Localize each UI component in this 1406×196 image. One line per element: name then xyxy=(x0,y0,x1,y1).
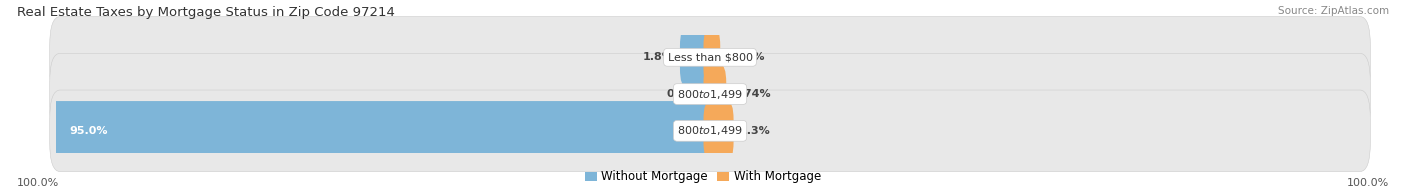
FancyBboxPatch shape xyxy=(703,101,734,161)
FancyBboxPatch shape xyxy=(49,90,1371,172)
FancyBboxPatch shape xyxy=(703,64,727,124)
Text: Source: ZipAtlas.com: Source: ZipAtlas.com xyxy=(1278,6,1389,16)
Text: 100.0%: 100.0% xyxy=(17,178,59,188)
Text: 95.0%: 95.0% xyxy=(70,126,108,136)
Text: $800 to $1,499: $800 to $1,499 xyxy=(678,88,742,101)
Text: 0.0%: 0.0% xyxy=(666,89,697,99)
FancyBboxPatch shape xyxy=(703,28,720,87)
Text: 1.3%: 1.3% xyxy=(740,126,770,136)
Text: 100.0%: 100.0% xyxy=(1347,178,1389,188)
FancyBboxPatch shape xyxy=(49,53,1371,135)
Text: 0.28%: 0.28% xyxy=(727,52,765,62)
Legend: Without Mortgage, With Mortgage: Without Mortgage, With Mortgage xyxy=(581,166,825,188)
FancyBboxPatch shape xyxy=(0,101,717,161)
Text: 0.74%: 0.74% xyxy=(733,89,772,99)
FancyBboxPatch shape xyxy=(681,28,717,87)
Text: $800 to $1,499: $800 to $1,499 xyxy=(678,124,742,137)
Text: Less than $800: Less than $800 xyxy=(668,52,752,62)
Text: Real Estate Taxes by Mortgage Status in Zip Code 97214: Real Estate Taxes by Mortgage Status in … xyxy=(17,6,395,19)
FancyBboxPatch shape xyxy=(49,16,1371,98)
Text: 1.8%: 1.8% xyxy=(643,52,673,62)
